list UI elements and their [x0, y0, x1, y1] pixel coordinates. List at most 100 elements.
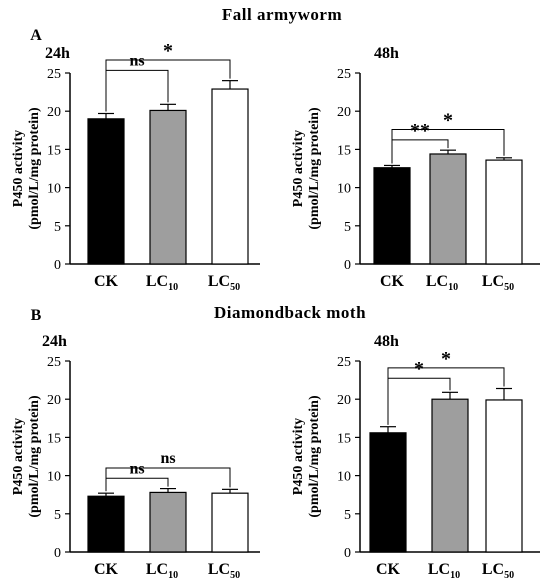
y-tick-label: 0	[344, 258, 351, 273]
significance-bracket	[391, 129, 505, 164]
panel-b-letter: B	[31, 307, 42, 324]
x-tick-label-subscript: 50	[230, 570, 240, 581]
x-tick-label: LC50	[482, 273, 514, 293]
x-tick-label: CK	[376, 561, 401, 578]
x-tick-label-main: LC	[426, 273, 448, 290]
x-tick-label: CK	[94, 273, 119, 290]
y-axis-label-units: (pmol/L/mg protein)	[27, 107, 42, 230]
y-axis-label-units: (pmol/L/mg protein)	[307, 395, 322, 518]
bar-lc50	[211, 88, 249, 265]
x-tick-label-subscript: 10	[448, 282, 458, 293]
significance-label: *	[414, 358, 424, 380]
panel-a-title: Fall armyworm	[222, 5, 342, 24]
y-tick-label: 0	[54, 546, 61, 561]
y-tick-label: 15	[47, 143, 61, 158]
significance-bracket	[387, 367, 505, 425]
y-tick-label: 20	[337, 393, 351, 408]
y-axis-label-units: (pmol/L/mg protein)	[307, 107, 322, 230]
bar-lc50	[485, 159, 523, 265]
x-tick-label: LC50	[208, 273, 240, 293]
y-tick-label: 25	[337, 67, 351, 82]
bar-ck	[373, 167, 411, 265]
x-tick-label-main: LC	[208, 273, 230, 290]
y-tick-label: 10	[337, 182, 351, 197]
bar-ck	[87, 495, 125, 553]
y-tick-label: 25	[47, 355, 61, 370]
y-axis-label: P450 activity	[11, 130, 26, 207]
x-tick-label-subscript: 50	[230, 282, 240, 293]
y-tick-label: 15	[337, 143, 351, 158]
y-tick-label: 25	[47, 67, 61, 82]
significance-label: *	[443, 110, 453, 132]
significance-bracket	[105, 69, 169, 112]
chart-a48: 48h P450 activity (pmol/L/mg protein) 0 5 10 1…	[291, 45, 540, 293]
y-tick-label: 0	[344, 546, 351, 561]
y-tick-label: 10	[47, 470, 61, 485]
chart-title: 48h	[374, 45, 399, 62]
x-tick-label-main: LC	[482, 561, 504, 578]
x-tick-label-main: CK	[380, 273, 405, 290]
x-tick-label-main: CK	[94, 561, 119, 578]
x-tick-label-main: LC	[482, 273, 504, 290]
chart-b48: 48h P450 activity (pmol/L/mg protein) 0 5 10 1…	[291, 333, 540, 581]
bar-ck	[87, 118, 125, 265]
x-tick-label-main: LC	[428, 561, 450, 578]
x-tick-label-subscript: 10	[168, 282, 178, 293]
panel-a-letter: A	[30, 27, 42, 44]
x-tick-label: LC10	[428, 561, 460, 581]
x-tick-label: LC10	[146, 273, 178, 293]
x-tick-label-subscript: 10	[168, 570, 178, 581]
y-tick-label: 5	[344, 220, 351, 235]
x-tick-label: LC10	[426, 273, 458, 293]
y-tick-label: 20	[337, 105, 351, 120]
bar-lc10	[149, 109, 187, 265]
x-tick-label-main: CK	[376, 561, 401, 578]
significance-bracket	[105, 467, 231, 492]
x-tick-label: LC50	[208, 561, 240, 581]
chart-title: 24h	[42, 333, 67, 350]
x-tick-label: LC10	[146, 561, 178, 581]
bar-lc10	[149, 491, 187, 553]
y-tick-label: 20	[47, 105, 61, 120]
y-tick-label: 15	[337, 431, 351, 446]
y-axis-label: P450 activity	[291, 130, 306, 207]
significance-bracket	[105, 59, 231, 112]
x-tick-label-subscript: 50	[504, 282, 514, 293]
chart-b24: 24h P450 activity (pmol/L/mg protein) 0 5 10 1…	[11, 333, 260, 581]
significance-label: ns	[129, 460, 144, 477]
bar-lc10	[429, 153, 467, 265]
x-tick-label: CK	[94, 561, 119, 578]
y-tick-label: 5	[54, 220, 61, 235]
x-tick-label-main: CK	[94, 273, 119, 290]
significance-label: *	[163, 40, 173, 62]
y-axis-label: P450 activity	[11, 418, 26, 495]
x-tick-label-main: LC	[146, 561, 168, 578]
y-tick-label: 5	[54, 508, 61, 523]
significance-label: **	[410, 120, 430, 142]
y-tick-label: 10	[337, 470, 351, 485]
x-tick-label: LC50	[482, 561, 514, 581]
chart-title: 24h	[45, 45, 70, 62]
chart-a24: 24h P450 activity (pmol/L/mg protein) 0 5 10 1…	[11, 40, 260, 293]
y-tick-label: 20	[47, 393, 61, 408]
bar-lc50	[211, 492, 249, 553]
chart-title: 48h	[374, 333, 399, 350]
significance-bracket	[105, 477, 169, 492]
y-tick-label: 0	[54, 258, 61, 273]
bar-lc50	[485, 399, 523, 553]
bar-lc10	[431, 398, 469, 553]
x-tick-label-main: LC	[208, 561, 230, 578]
y-tick-label: 5	[344, 508, 351, 523]
significance-label: *	[441, 348, 451, 370]
y-axis-label: P450 activity	[291, 418, 306, 495]
y-tick-label: 10	[47, 182, 61, 197]
x-tick-label-subscript: 50	[504, 570, 514, 581]
panel-b-title: Diamondback moth	[214, 303, 366, 322]
y-tick-label: 15	[47, 431, 61, 446]
significance-label: ns	[129, 52, 144, 69]
bar-ck	[369, 432, 407, 553]
x-tick-label: CK	[380, 273, 405, 290]
x-tick-label-main: LC	[146, 273, 168, 290]
